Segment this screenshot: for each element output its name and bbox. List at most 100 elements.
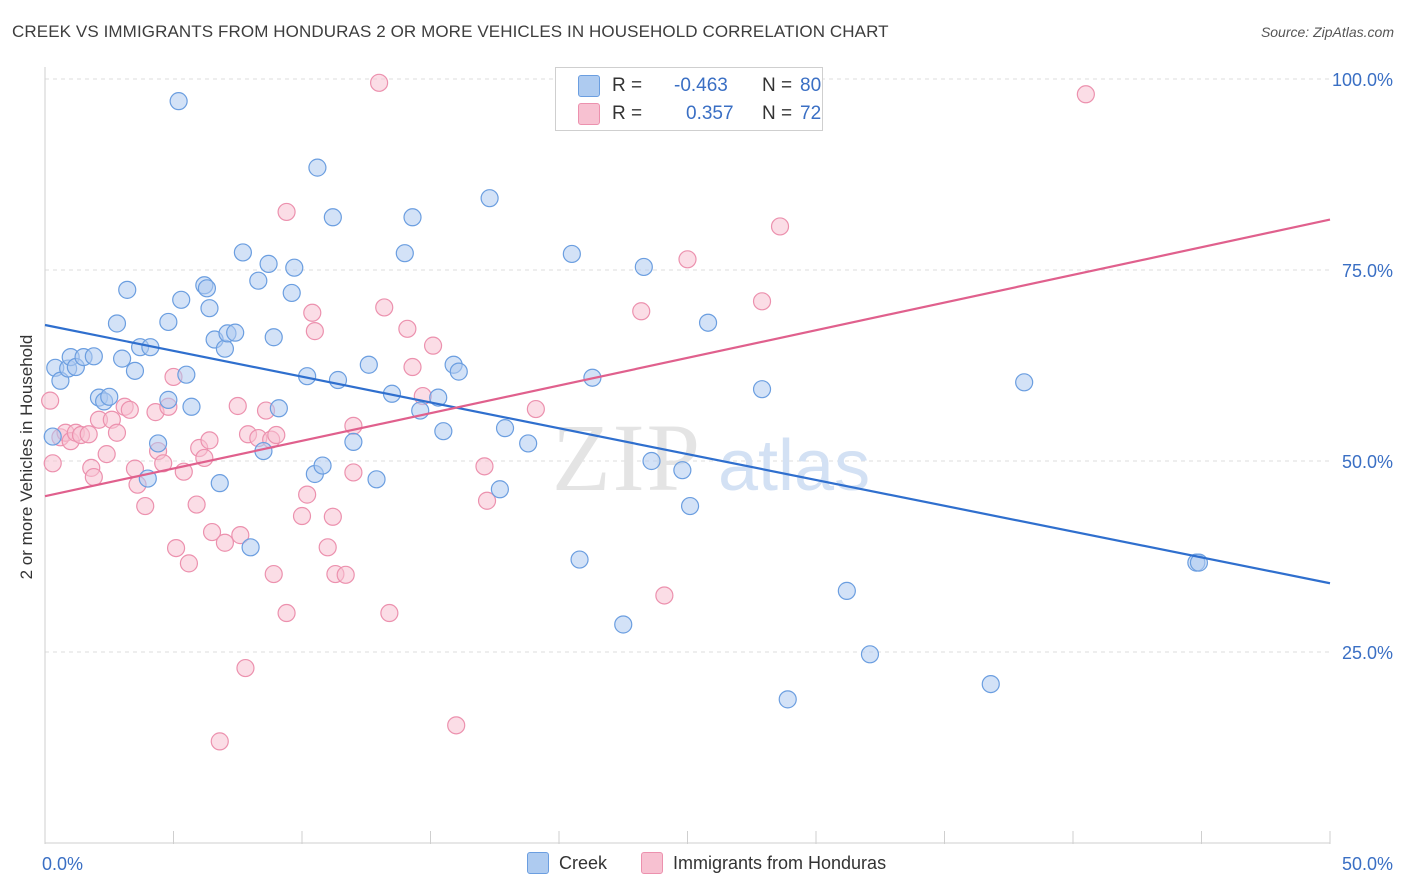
legend-box: R = -0.463 N = 80 R = 0.357 N = 72	[555, 67, 823, 131]
creek-point	[752, 380, 772, 399]
y-tick-label: 50.0%	[1342, 452, 1393, 472]
x-tick-label: 0.0%	[42, 854, 83, 874]
series-legend-honduras-swatch	[641, 852, 663, 874]
creek-point	[169, 92, 188, 111]
honduras-point	[447, 716, 466, 735]
watermark-zip: ZIP	[552, 404, 702, 511]
honduras-point	[187, 495, 206, 514]
creek-point	[860, 645, 880, 664]
creek-point	[570, 550, 589, 569]
creek-point	[313, 456, 332, 475]
honduras-point	[323, 507, 342, 526]
creek-point	[159, 312, 178, 332]
honduras-point	[120, 400, 139, 419]
honduras-point	[231, 526, 250, 545]
honduras-point	[267, 425, 286, 445]
honduras-point	[264, 564, 283, 584]
creek-point	[1015, 373, 1034, 392]
trend-layer	[44, 218, 1331, 585]
creek-point	[403, 208, 422, 227]
honduras-point	[179, 554, 199, 573]
honduras-point	[305, 322, 324, 341]
honduras-point	[477, 491, 497, 510]
legend-n-value: 72	[800, 103, 822, 124]
honduras-point	[277, 202, 296, 222]
honduras-point	[166, 538, 186, 558]
honduras-point	[752, 292, 772, 311]
y-tick-label: 25.0%	[1342, 643, 1393, 663]
honduras-point	[41, 391, 60, 410]
honduras-point	[210, 732, 229, 751]
legend-creek-swatch	[578, 75, 600, 97]
creek-point	[673, 461, 692, 480]
honduras-trend-line	[44, 218, 1331, 498]
honduras-point	[298, 485, 317, 504]
y-axis-label: 2 or more Vehicles in Household	[17, 335, 36, 580]
creek-point	[614, 615, 633, 634]
honduras-point	[215, 533, 234, 552]
creek-point	[778, 690, 797, 709]
honduras-point	[136, 496, 155, 516]
series-legend-honduras: Immigrants from Honduras	[641, 852, 886, 874]
honduras-point	[228, 396, 247, 416]
honduras-point	[202, 522, 222, 542]
creek-point	[43, 427, 62, 446]
watermark-layer: ZIP atlas	[552, 404, 870, 511]
honduras-point	[236, 658, 255, 678]
honduras-point	[107, 423, 127, 442]
creek-point	[429, 388, 448, 407]
honduras-point	[370, 73, 389, 92]
creek-point	[269, 399, 288, 418]
series-legend-honduras-label: Immigrants from Honduras	[673, 852, 887, 873]
honduras-point	[200, 431, 219, 450]
creek-point	[698, 313, 718, 332]
series-legend: Creek Immigrants from Honduras	[0, 852, 1406, 878]
creek-point	[490, 480, 509, 499]
series-legend-creek: Creek	[527, 852, 607, 874]
legend-honduras-swatch	[578, 103, 600, 125]
creek-point	[562, 244, 581, 264]
creek-point	[308, 158, 327, 177]
creek-point	[680, 496, 700, 516]
creek-point	[634, 257, 653, 277]
honduras-point	[632, 302, 651, 321]
creek-point	[107, 314, 127, 333]
creek-point	[249, 271, 268, 290]
legend-n-label: N =	[762, 103, 793, 124]
creek-point	[642, 451, 661, 471]
legend-n-value: 80	[800, 75, 822, 96]
creek-point	[981, 674, 1000, 694]
honduras-point	[1076, 85, 1095, 104]
creek-point	[519, 434, 538, 453]
series-creek-points	[43, 92, 1209, 709]
creek-point	[344, 432, 363, 451]
creek-point	[367, 470, 386, 489]
creek-point	[323, 208, 342, 227]
honduras-point	[403, 357, 422, 377]
creek-point	[210, 474, 229, 493]
honduras-point	[526, 399, 545, 419]
honduras-point	[423, 336, 443, 355]
honduras-point	[375, 298, 394, 317]
creek-point	[226, 323, 245, 342]
creek-point	[395, 244, 414, 263]
creek-point	[172, 290, 191, 309]
honduras-point	[84, 467, 103, 487]
tick-label-layer: 25.0% 50.0% 75.0% 100.0% 0.0% 50.0%	[42, 70, 1393, 874]
series-legend-creek-label: Creek	[559, 852, 608, 873]
creek-point	[100, 387, 119, 406]
honduras-point	[678, 250, 697, 269]
axis-layer	[44, 67, 1331, 844]
creek-point	[359, 355, 378, 374]
creek-point	[215, 339, 234, 358]
creek-point	[282, 283, 301, 303]
creek-point	[148, 434, 168, 453]
legend-r-value: -0.463	[674, 75, 728, 96]
creek-point	[449, 362, 468, 381]
legend-n-label: N =	[762, 75, 793, 96]
honduras-point	[97, 445, 116, 464]
honduras-point	[292, 506, 312, 526]
honduras-point	[655, 586, 674, 605]
honduras-point	[380, 603, 399, 623]
